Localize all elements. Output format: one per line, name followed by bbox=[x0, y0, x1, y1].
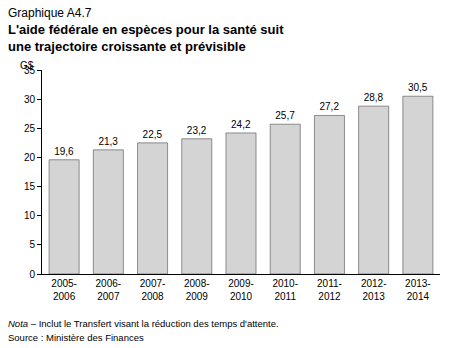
svg-text:2007-2008: 2007-2008 bbox=[140, 278, 166, 302]
svg-text:2008-2009: 2008-2009 bbox=[184, 278, 210, 302]
svg-text:35: 35 bbox=[24, 65, 36, 76]
svg-text:2010-2011: 2010-2011 bbox=[272, 278, 298, 302]
svg-text:2009-2010: 2009-2010 bbox=[228, 278, 254, 302]
svg-text:Nota – Inclut le Transfert vis: Nota – Inclut le Transfert visant la réd… bbox=[8, 318, 279, 329]
svg-text:19,6: 19,6 bbox=[54, 146, 74, 157]
svg-text:5: 5 bbox=[29, 239, 35, 250]
svg-text:24,2: 24,2 bbox=[231, 119, 251, 130]
svg-text:27,2: 27,2 bbox=[319, 101, 339, 112]
svg-text:2012-2013: 2012-2013 bbox=[361, 278, 387, 302]
svg-text:30: 30 bbox=[24, 94, 36, 105]
svg-text:2006-2007: 2006-2007 bbox=[96, 278, 122, 302]
svg-text:Source : Ministère des Finance: Source : Ministère des Finances bbox=[8, 332, 144, 343]
svg-text:10: 10 bbox=[24, 210, 36, 221]
svg-text:23,2: 23,2 bbox=[187, 125, 207, 136]
svg-text:L'aide fédérale en espèces pou: L'aide fédérale en espèces pour la santé… bbox=[8, 22, 284, 54]
svg-text:2011-2012: 2011-2012 bbox=[317, 278, 342, 302]
svg-text:0: 0 bbox=[29, 269, 35, 280]
svg-text:2013-2014: 2013-2014 bbox=[405, 278, 431, 302]
svg-text:2005-2006: 2005-2006 bbox=[51, 278, 77, 302]
svg-text:28,8: 28,8 bbox=[364, 92, 384, 103]
svg-text:22,5: 22,5 bbox=[143, 129, 163, 140]
svg-text:30,5: 30,5 bbox=[408, 82, 428, 93]
svg-text:15: 15 bbox=[24, 181, 36, 192]
svg-text:20: 20 bbox=[24, 152, 36, 163]
svg-text:25: 25 bbox=[24, 123, 36, 134]
svg-text:Graphique A4.7: Graphique A4.7 bbox=[8, 6, 92, 20]
svg-text:25,7: 25,7 bbox=[275, 110, 295, 121]
svg-text:21,3: 21,3 bbox=[98, 136, 118, 147]
svg-text:G$: G$ bbox=[20, 60, 34, 71]
